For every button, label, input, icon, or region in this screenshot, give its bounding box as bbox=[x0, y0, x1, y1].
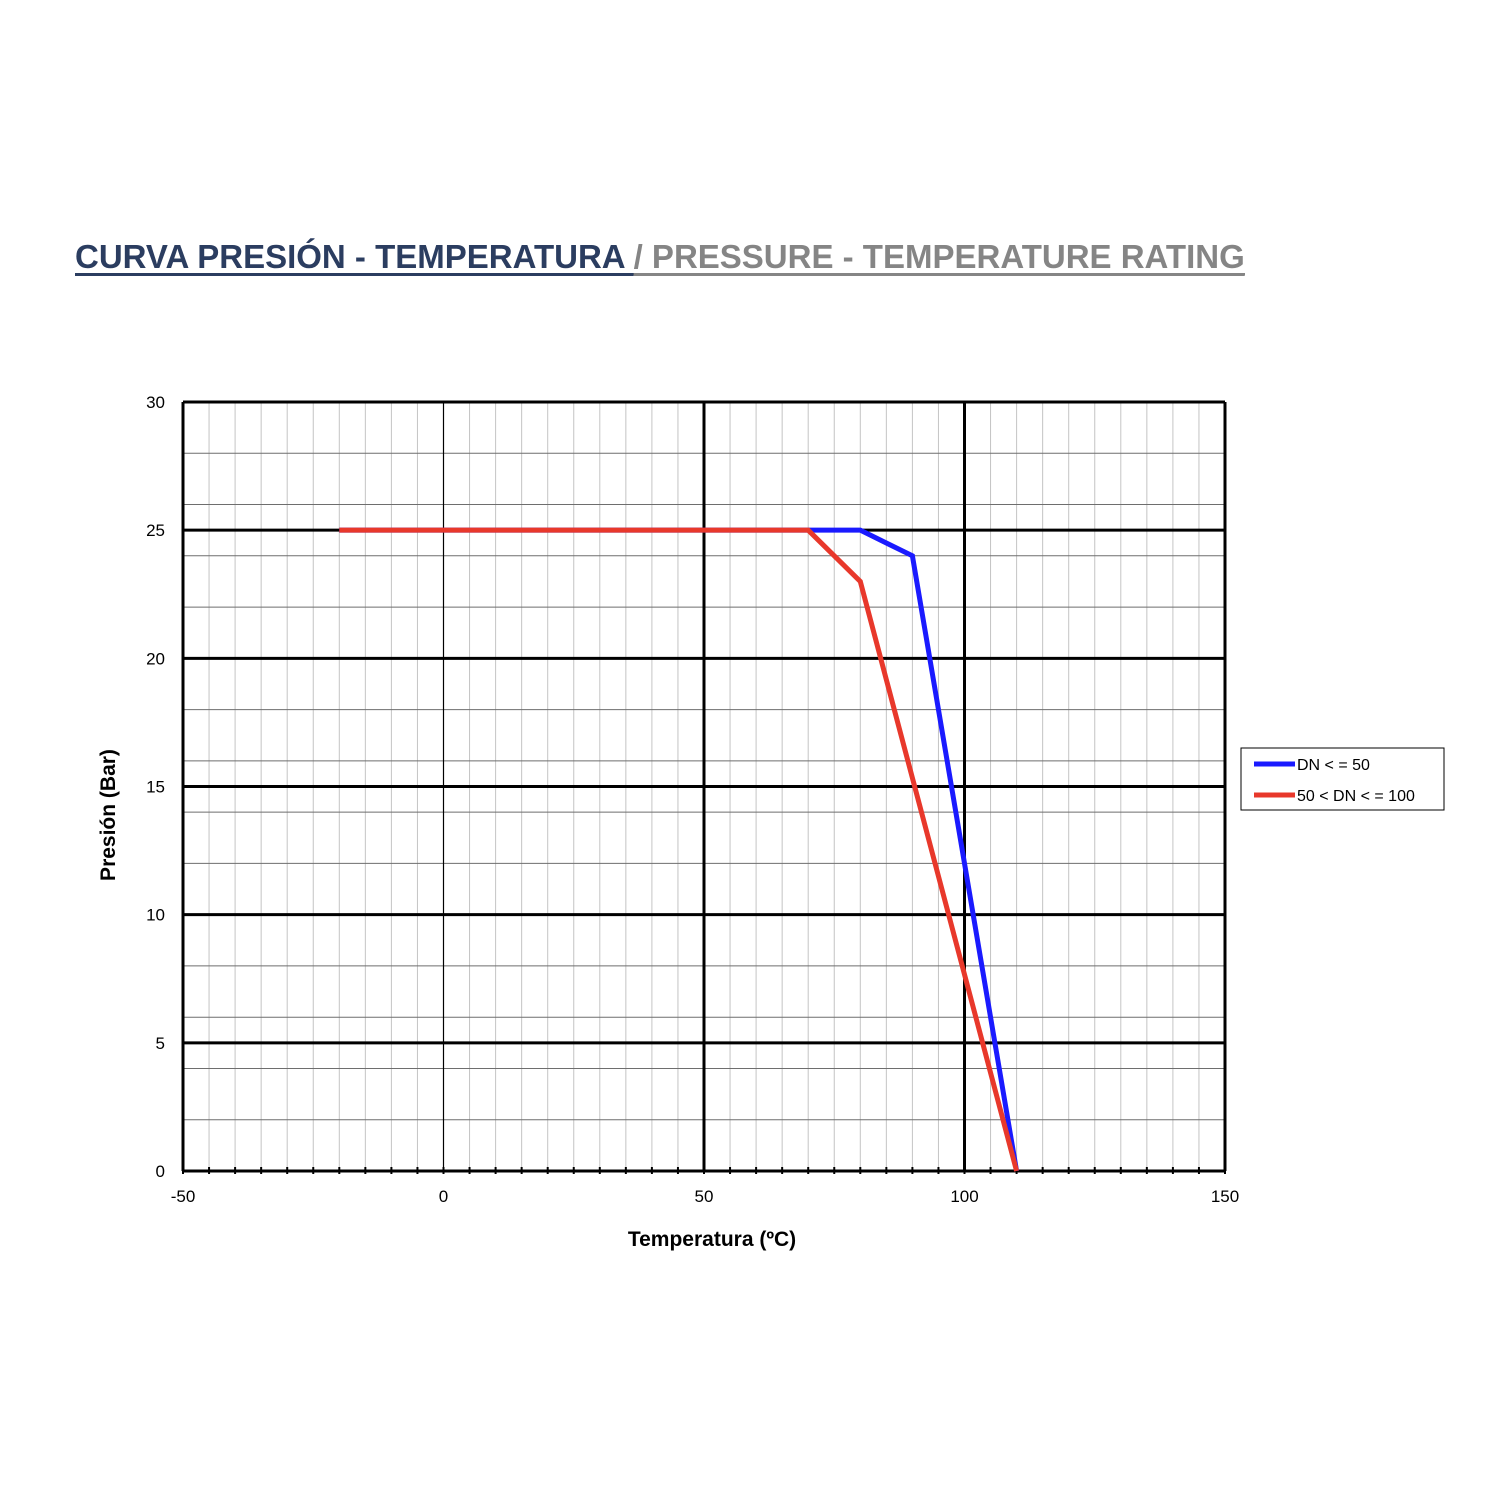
title-english: / PRESSURE - TEMPERATURE RATING bbox=[633, 238, 1245, 275]
x-tick-label-4: 150 bbox=[1211, 1187, 1239, 1206]
legend-box bbox=[1240, 747, 1445, 811]
x-tick-label-2: 50 bbox=[695, 1187, 714, 1206]
y-tick-label-2: 10 bbox=[146, 906, 165, 925]
title-spanish: CURVA PRESIÓN - TEMPERATURA bbox=[75, 238, 634, 275]
legend-label-series-1: DN < = 50 bbox=[1297, 757, 1370, 774]
y-axis-label: Presión (Bar) bbox=[97, 749, 120, 881]
x-axis-ticks: -50 0 50 100 150 bbox=[171, 1187, 1239, 1206]
y-tick-label-5: 25 bbox=[146, 521, 165, 540]
legend: DN < = 50 50 < DN < = 100 bbox=[1240, 747, 1445, 811]
series-lines bbox=[339, 527, 1020, 1172]
y-axis-ticks: 0 5 10 15 20 25 30 bbox=[146, 393, 165, 1181]
x-axis-label: Temperatura (ºC) bbox=[628, 1228, 796, 1251]
y-tick-label-1: 5 bbox=[156, 1034, 165, 1053]
legend-label-series-2: 50 < DN < = 100 bbox=[1297, 788, 1415, 805]
x-tick-label-1: 0 bbox=[439, 1187, 448, 1206]
y-tick-label-3: 15 bbox=[146, 778, 165, 797]
y-tick-label-0: 0 bbox=[156, 1162, 165, 1181]
y-tick-label-4: 20 bbox=[146, 649, 165, 668]
y-tick-label-6: 30 bbox=[146, 393, 165, 412]
x-tick-label-3: 100 bbox=[950, 1187, 978, 1206]
series-line-2 bbox=[339, 527, 1020, 1172]
page-title: CURVA PRESIÓN - TEMPERATURA / PRESSURE -… bbox=[75, 238, 1245, 276]
x-tick-label-0: -50 bbox=[171, 1187, 196, 1206]
